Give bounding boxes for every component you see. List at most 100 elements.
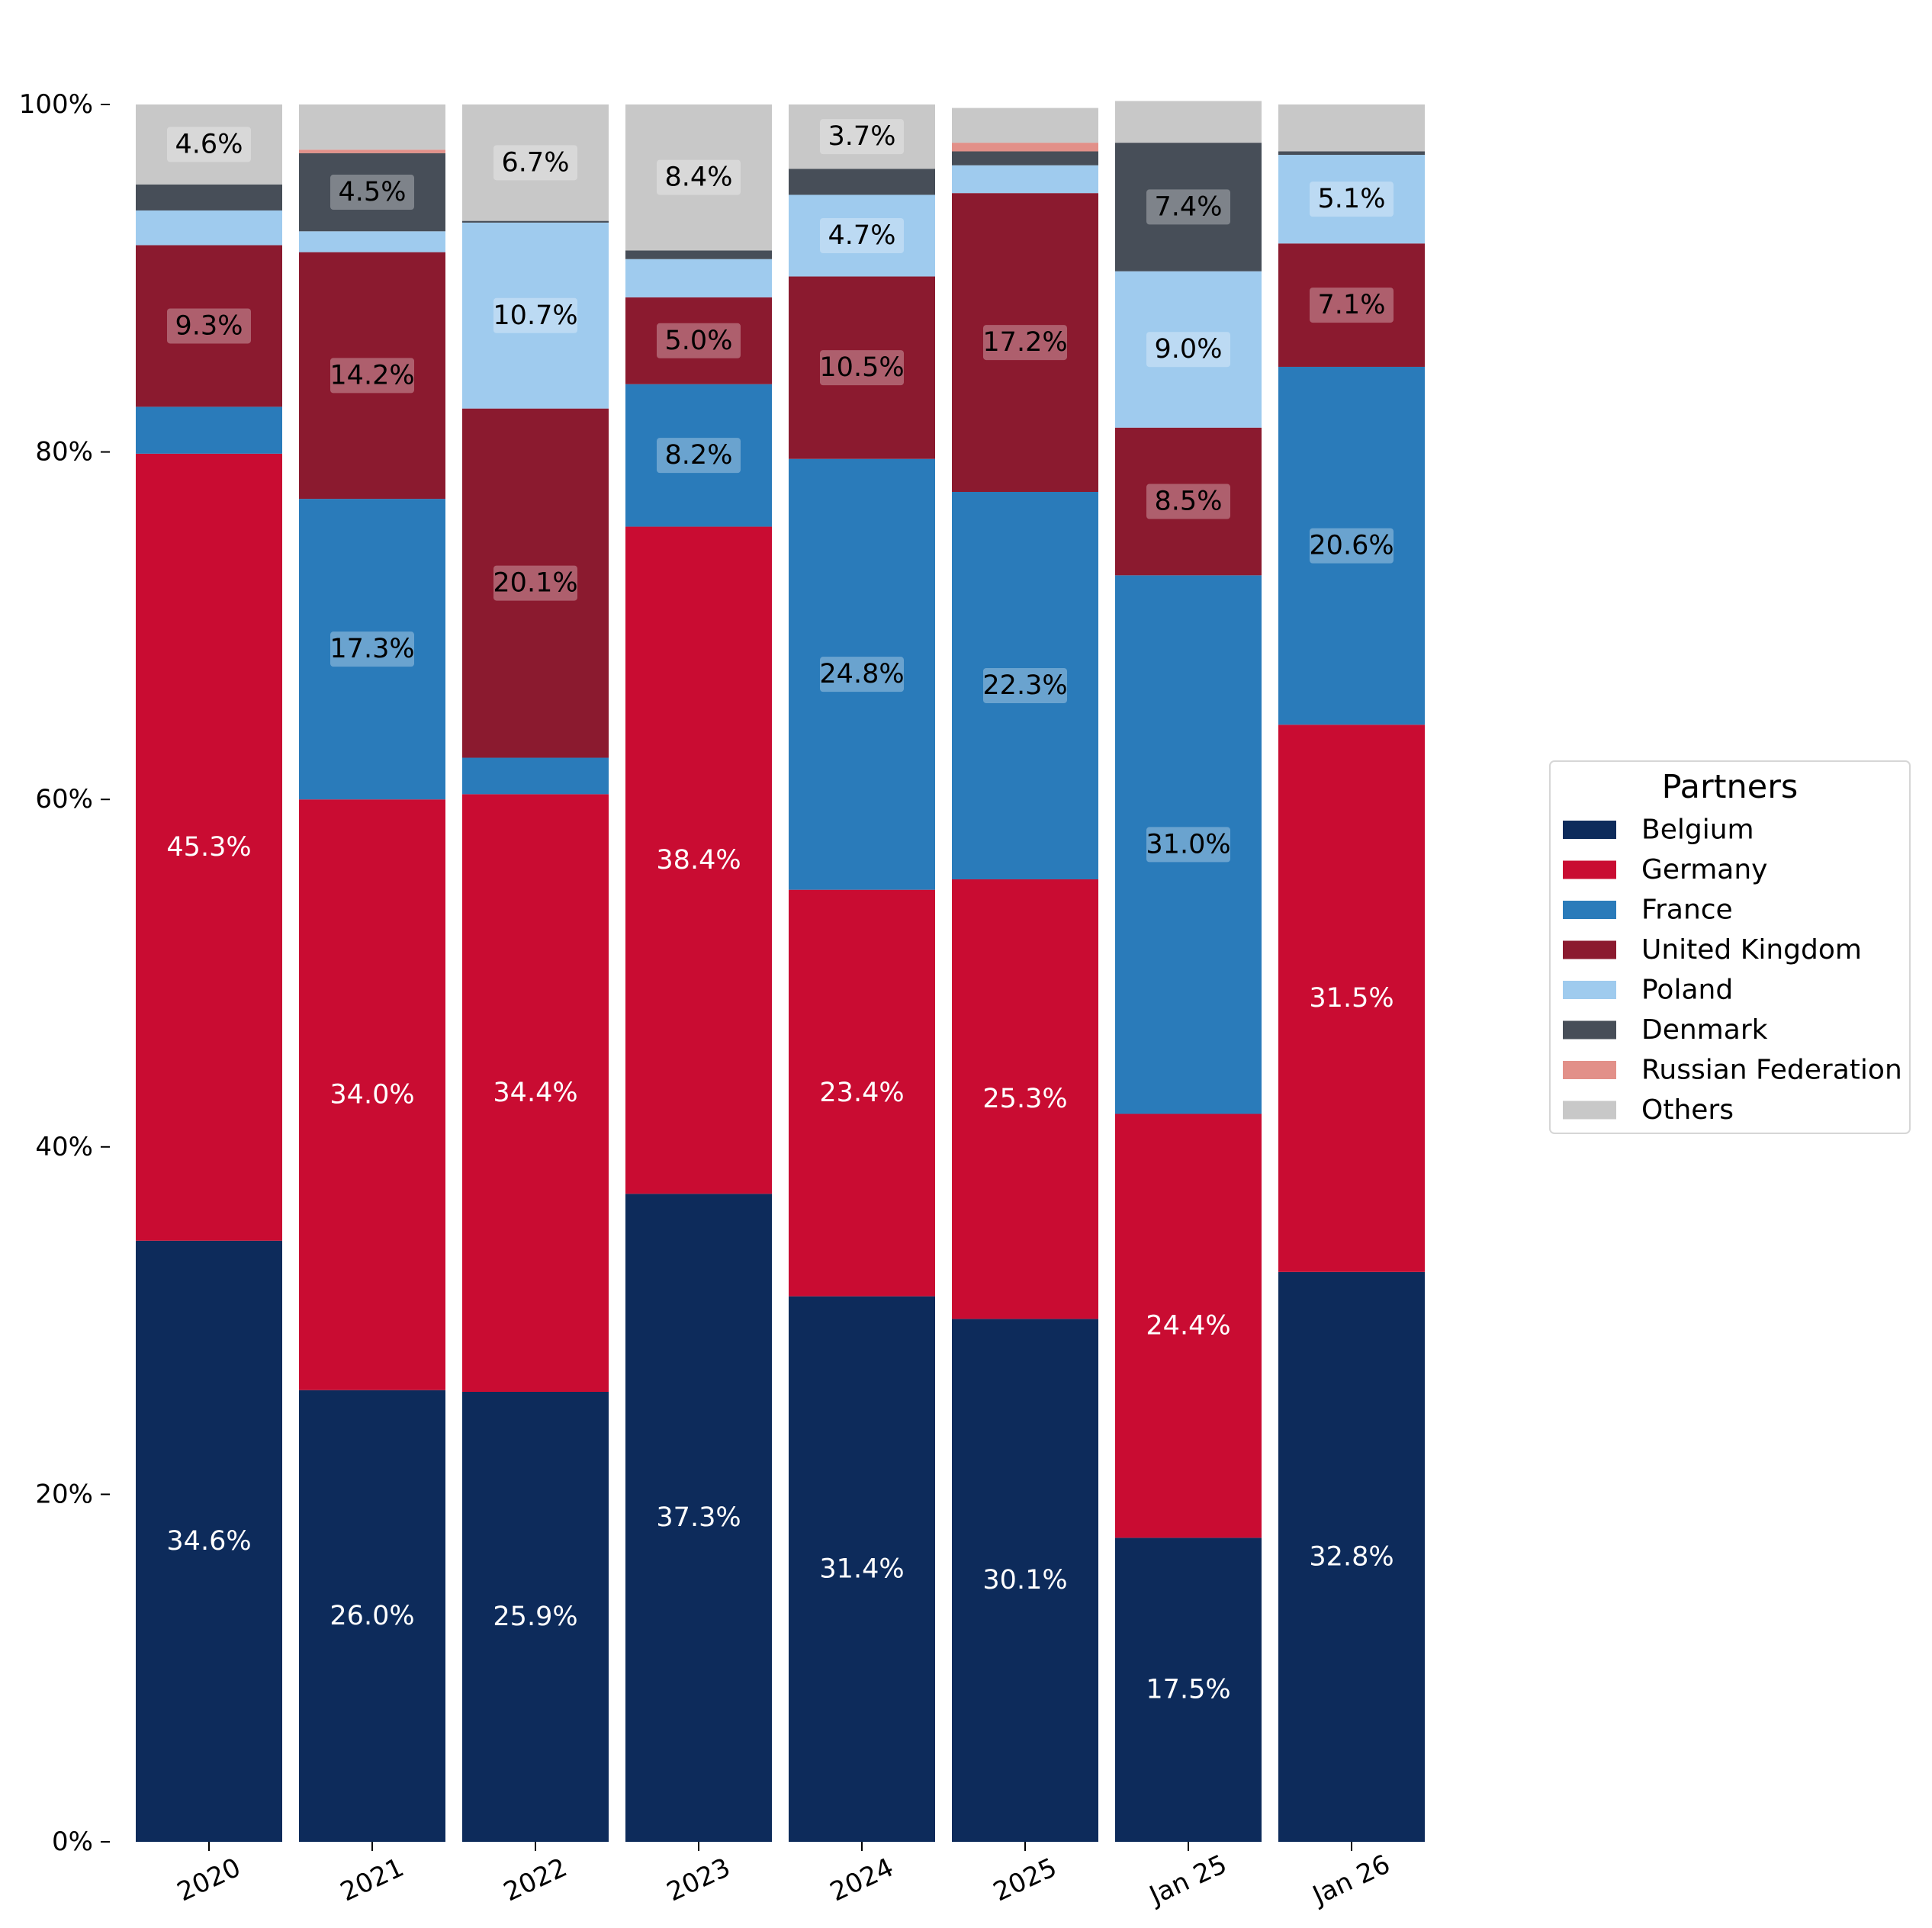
y-tick-label: 80% [35,437,93,468]
segment-label-background [330,358,414,394]
legend-swatch-belgium [1563,821,1616,839]
legend-entry-france: France [1641,895,1733,926]
segment-label: 8.4% [665,162,733,193]
legend-swatch-united-kingdom [1563,940,1616,959]
x-tick-label: Jan 26 [1307,1849,1394,1911]
segment-label-background [167,308,251,344]
segment-label: 10.5% [819,352,904,383]
bar-segment-others [462,104,609,221]
bar-segment-others [789,104,935,169]
bar-segment-germany [1115,1113,1262,1538]
segment-label: 23.4% [819,1078,904,1108]
segment-label: 22.3% [982,670,1067,701]
x-axis: 2020 2021 2022 2023 2024 2025 Jan 25 Jan 26 [172,1842,1395,1911]
legend-entry-others: Others [1641,1094,1734,1126]
segment-label: 20.6% [1309,531,1394,561]
segment-label: 30.1% [982,1565,1067,1595]
segment-label-background [657,438,741,474]
legend: Partners Belgium Germany France United Kingd… [1549,760,1911,1134]
x-tick-label: 2021 [336,1852,408,1908]
segment-label: 6.7% [502,147,570,178]
bar-segment-denmark [136,184,282,210]
bar-segment-united-kingdom [1115,427,1262,576]
bar-segment-poland [136,210,282,246]
bar-segment-others [1115,101,1262,143]
segment-label: 34.6% [166,1526,251,1557]
segment-label-background [493,145,577,181]
bar-segment-germany [952,879,1098,1319]
segment-label: 31.0% [1146,829,1230,860]
bar-segment-denmark [1115,143,1262,272]
segment-label: 7.1% [1318,290,1386,320]
segment-label: 31.5% [1309,983,1394,1014]
x-tick-label: 2023 [662,1852,735,1908]
bar-segment-france [625,384,772,527]
legend-frame [1549,760,1911,1134]
y-tick-label: 60% [35,784,93,815]
bar-segment-france [1115,575,1262,1114]
bar-segment-denmark [1278,151,1425,156]
bar-segment-germany [625,526,772,1194]
segment-label-background [820,657,904,692]
segment-label-background [1146,189,1230,225]
segment-label: 31.4% [819,1554,904,1584]
bar-segment-united-kingdom [299,252,445,500]
x-tick-label: 2025 [989,1852,1061,1908]
y-tick-label: 40% [35,1132,93,1162]
segment-label-background [983,667,1067,703]
segment-label-background [657,159,741,195]
bar-segment-germany [789,889,935,1297]
bar-segment-belgium [625,1194,772,1842]
bar-segment-others [625,104,772,251]
bar-segment-poland [299,231,445,252]
segment-label: 8.5% [1155,487,1223,517]
segment-label: 14.2% [330,360,414,390]
legend-swatch-russian-federation [1563,1061,1616,1079]
segment-label: 24.8% [819,659,904,689]
x-tick-label: 2020 [172,1852,245,1908]
segment-label: 37.3% [656,1502,741,1533]
segment-label: 38.4% [656,845,741,876]
bar-segment-others [136,104,282,185]
segment-label-background [493,297,577,333]
bar-segment-united-kingdom [625,297,772,384]
bar-segment-united-kingdom [1278,243,1425,367]
segment-label-background [1146,827,1230,863]
segment-labels: 34.6% 45.3% 9.3% 4.6% 26.0% 34.0% 17.3% 14.2% 4.… [166,119,1394,1705]
segment-label: 24.4% [1146,1310,1230,1341]
legend-entry-denmark: Denmark [1641,1014,1768,1046]
bar-segment-france [136,406,282,454]
segment-label-background [820,119,904,155]
bar-segment-france [789,458,935,890]
legend-title: Partners [1662,768,1799,806]
segment-label-background [330,175,414,210]
bar-segment-poland [1115,271,1262,428]
bar-segment-denmark [462,220,609,223]
segment-label: 4.5% [339,177,407,207]
segment-label-background [493,565,577,601]
segment-label: 17.3% [330,634,414,664]
legend-swatch-france [1563,901,1616,919]
bar-segment-denmark [789,169,935,195]
bar-segment-others [952,108,1098,143]
legend-swatch-others [1563,1101,1616,1120]
segment-label: 10.7% [493,300,577,331]
bar-segment-poland [952,165,1098,194]
bar-segment-france [1278,366,1425,725]
segment-label: 4.6% [175,129,243,159]
segment-label: 5.1% [1318,184,1386,214]
bar-segment-germany [136,453,282,1241]
segment-label: 9.0% [1155,334,1223,365]
legend-swatch-germany [1563,860,1616,879]
bar-segment-belgium [789,1296,935,1842]
segment-label: 17.2% [982,327,1067,358]
segment-label-background [1310,182,1394,217]
legend-entry-belgium: Belgium [1641,815,1754,846]
bar-segment-russian-federation [299,149,445,153]
x-tick-label: 2024 [825,1852,898,1908]
segment-label: 25.3% [982,1084,1067,1114]
bar-segment-germany [1278,725,1425,1272]
segment-label-background [330,631,414,667]
segment-label-background [167,127,251,162]
